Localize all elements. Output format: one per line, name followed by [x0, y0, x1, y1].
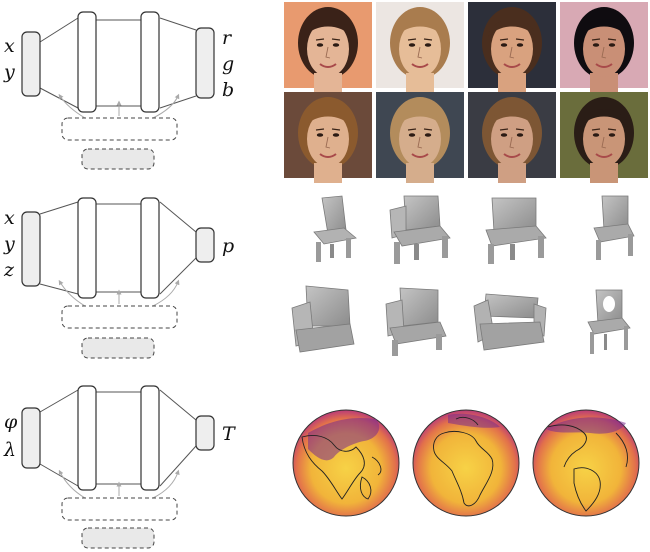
input-label: y: [3, 233, 15, 255]
climate-samples: [292, 409, 640, 517]
chair-sample: [485, 197, 547, 264]
hypernetwork-box: [61, 305, 178, 329]
output-node: [195, 227, 215, 263]
face-thumbnail: [468, 2, 556, 93]
output-node: [195, 27, 215, 99]
face-samples: [284, 2, 648, 183]
input-label: x: [4, 35, 15, 57]
input-label: x: [4, 207, 15, 229]
hidden-layer-2: [140, 385, 160, 491]
output-label: T: [222, 423, 236, 445]
face-thumbnail: [376, 2, 464, 93]
output-label: b: [222, 79, 234, 101]
chair-sample: [385, 287, 447, 356]
network-edges: [39, 17, 197, 109]
input-node: [21, 407, 41, 469]
hidden-layer-1: [77, 385, 97, 491]
network-edges: [39, 201, 197, 295]
hidden-layer-2: [140, 197, 160, 299]
globe-sample: [412, 409, 520, 517]
output-node: [195, 415, 215, 451]
network-climate: φ λ T: [3, 385, 236, 549]
face-thumbnail: [284, 2, 372, 93]
face-thumbnail: [376, 92, 464, 183]
input-label: λ: [3, 439, 16, 461]
network-shape: x y z p: [3, 197, 234, 359]
network-image: x y r g b: [3, 11, 234, 170]
face-thumbnail: [560, 2, 648, 93]
input-node: [21, 31, 41, 97]
hypernetwork-arrows: [58, 469, 180, 499]
face-thumbnail: [468, 92, 556, 183]
hidden-layer-2: [140, 11, 160, 113]
output-label: r: [222, 27, 233, 49]
hypernetwork-box: [61, 497, 178, 521]
latent-code-box: [81, 148, 155, 170]
output-label: p: [222, 235, 234, 257]
chair-sample: [473, 293, 547, 351]
face-thumbnail: [284, 92, 372, 183]
input-label: y: [3, 61, 15, 83]
network-edges: [39, 389, 197, 487]
input-label: z: [3, 259, 15, 281]
hypernetwork-arrows: [58, 279, 180, 307]
latent-code-box: [81, 337, 155, 359]
chair-sample: [593, 195, 635, 260]
face-thumbnail: [560, 92, 648, 183]
hidden-layer-1: [77, 11, 97, 113]
hypernetwork-arrows: [58, 93, 180, 119]
input-node: [21, 211, 41, 287]
chair-sample: [291, 285, 355, 353]
chair-sample: [313, 195, 357, 262]
output-label: g: [222, 53, 234, 75]
chair-sample: [389, 195, 451, 264]
globe-sample: [532, 409, 640, 517]
chair-sample: [587, 289, 631, 354]
latent-code-box: [81, 527, 155, 549]
globe-sample: [292, 409, 400, 517]
input-label: φ: [4, 411, 18, 433]
hypernetwork-box: [61, 117, 178, 141]
chair-samples: [291, 195, 635, 356]
hidden-layer-1: [77, 197, 97, 299]
